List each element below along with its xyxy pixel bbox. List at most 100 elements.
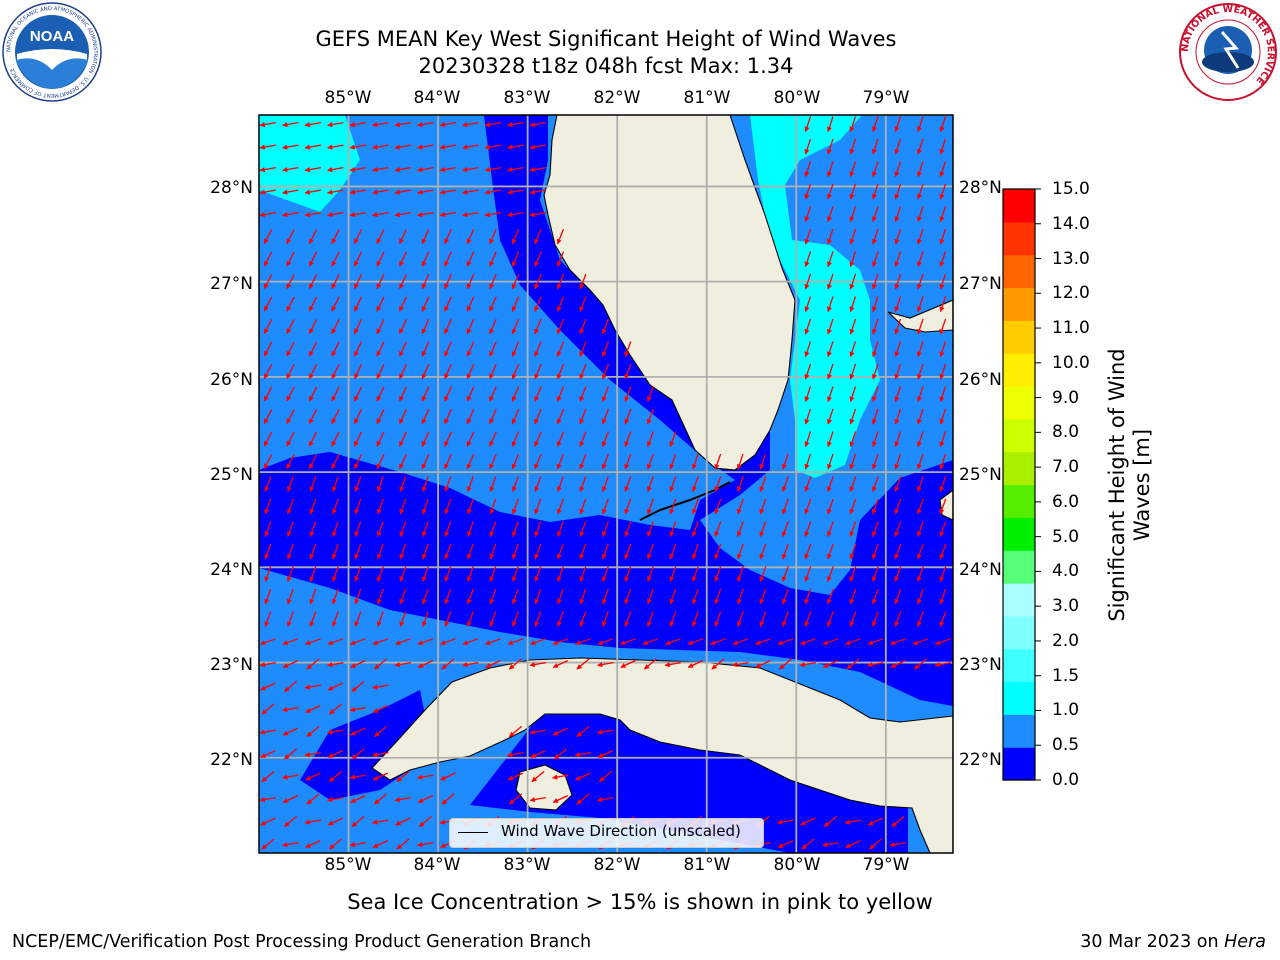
wind-wave-arrow (916, 521, 924, 537)
wind-wave-arrow (624, 386, 632, 402)
lon-tick-bottom: 85°W (324, 855, 372, 875)
wind-wave-arrow (534, 453, 542, 470)
wind-wave-arrow (846, 658, 860, 670)
wind-wave-arrow (421, 611, 429, 627)
wind-wave-arrow (372, 638, 389, 646)
wind-wave-arrow (421, 228, 430, 245)
wind-wave-arrow (804, 453, 812, 470)
wind-wave-arrow (624, 363, 632, 380)
wind-wave-arrow (665, 638, 681, 646)
lat-tick-right: 28°N (959, 178, 1002, 198)
wind-wave-arrow (601, 363, 610, 380)
wind-wave-arrow (282, 795, 299, 803)
wind-wave-arrow (263, 364, 273, 380)
wind-wave-arrow (529, 166, 547, 173)
wind-wave-arrow (939, 363, 947, 380)
wind-wave-arrow (556, 228, 565, 245)
wind-wave-arrow (844, 819, 862, 825)
wind-wave-arrow (444, 588, 452, 605)
wind-wave-arrow (531, 770, 545, 783)
wind-wave-arrow (916, 588, 924, 605)
wind-wave-arrow (327, 796, 344, 803)
wind-wave-arrow (376, 409, 385, 425)
wind-wave-arrow (259, 189, 277, 195)
wind-wave-arrow (395, 817, 411, 826)
wind-wave-arrow (556, 251, 565, 267)
wind-wave-arrow (894, 476, 902, 492)
wind-wave-arrow (466, 453, 475, 470)
wind-wave-arrow (511, 318, 520, 335)
wind-wave-arrow (484, 121, 502, 128)
colorbar-segment (1003, 681, 1035, 715)
wind-wave-arrow (489, 521, 497, 537)
wind-wave-arrow (286, 566, 294, 582)
wind-wave-arrow (511, 611, 519, 627)
wind-wave-arrow (507, 772, 524, 781)
wind-wave-arrow (556, 386, 565, 402)
colorbar-tick-label: 12.0 (1052, 283, 1090, 304)
wind-wave-arrow (304, 751, 322, 758)
wind-wave-arrow (916, 408, 924, 425)
lon-tick-bottom: 80°W (773, 855, 821, 875)
wind-wave-arrow (328, 838, 343, 850)
wind-wave-arrow (462, 166, 479, 173)
lon-tick-top: 82°W (593, 88, 641, 108)
wind-wave-arrow (871, 476, 879, 492)
wind-wave-arrow (466, 543, 474, 560)
wind-wave-arrow (804, 273, 812, 290)
wind-wave-arrow (507, 121, 524, 128)
wind-wave-arrow (353, 409, 363, 425)
wind-wave-arrow (444, 408, 452, 425)
wind-wave-arrow (939, 161, 947, 178)
wind-wave-arrow (376, 296, 385, 312)
wind-wave-arrow (282, 774, 299, 780)
colorbar-tick-label: 7.0 (1052, 457, 1080, 478)
wind-wave-arrow (871, 183, 879, 200)
wind-wave-arrow (804, 611, 812, 627)
wind-wave-arrow (372, 684, 389, 690)
wind-wave-arrow (646, 543, 654, 560)
wind-wave-arrow (466, 408, 475, 425)
wind-wave-arrow (421, 431, 430, 447)
wind-wave-arrow (417, 121, 434, 128)
colorbar-tick-label: 14.0 (1052, 213, 1090, 234)
wind-wave-arrow (399, 229, 407, 245)
wind-wave-arrow (372, 189, 389, 195)
wind-wave-arrow (511, 476, 519, 492)
wind-wave-arrow (529, 211, 547, 218)
wind-wave-arrow (444, 476, 452, 492)
wind-wave-arrow (871, 363, 879, 380)
wind-wave-arrow (331, 229, 340, 245)
wind-wave-arrow (511, 521, 519, 537)
wind-wave-arrow (286, 543, 294, 560)
lat-tick-right: 25°N (959, 465, 1002, 485)
wind-wave-arrow (511, 498, 519, 515)
lon-tick-top: 85°W (324, 88, 372, 108)
colorbar-tick-label: 2.0 (1052, 630, 1080, 651)
wind-wave-arrow (781, 521, 789, 537)
wind-wave-arrow (916, 116, 924, 133)
wind-wave-arrow (534, 566, 542, 582)
wind-wave-arrow (331, 409, 340, 425)
wind-wave-arrow (939, 386, 947, 403)
colorbar-segment (1003, 747, 1035, 781)
wind-wave-arrow (286, 498, 294, 515)
wind-wave-arrows (259, 116, 952, 850)
wind-wave-arrow (466, 296, 475, 312)
wind-wave-arrow (939, 183, 947, 200)
wind-wave-arrow (826, 251, 834, 268)
wind-wave-arrow (466, 318, 475, 335)
wind-wave-arrow (530, 638, 546, 646)
wind-wave-arrow (799, 661, 817, 668)
wind-wave-arrow (489, 566, 497, 582)
wind-wave-arrow (597, 661, 614, 668)
land-bahamas-grand (887, 299, 953, 333)
wind-wave-arrow (871, 296, 879, 313)
wind-wave-arrow (354, 566, 362, 582)
footer-credit: NCEP/EMC/Verification Post Processing Pr… (12, 932, 592, 952)
wind-wave-arrow (529, 729, 547, 735)
wind-wave-arrow (489, 543, 497, 560)
wind-wave-arrow (597, 796, 614, 803)
wind-wave-arrow (511, 251, 520, 267)
wind-wave-arrow (511, 566, 519, 582)
